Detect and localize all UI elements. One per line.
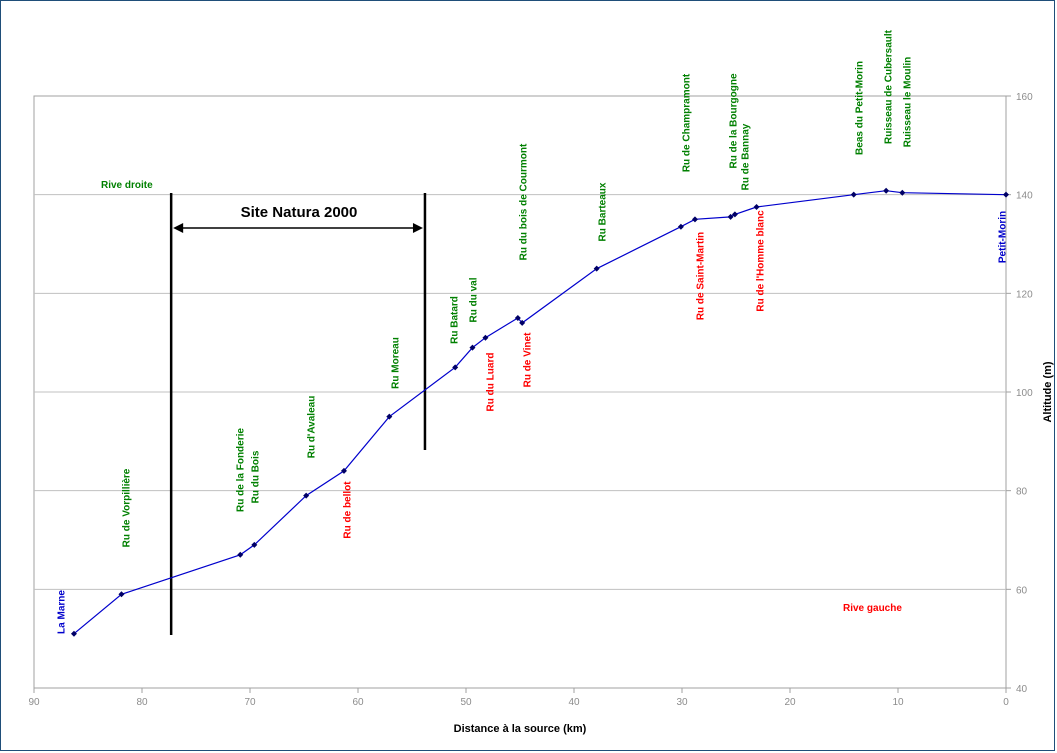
tributary-label: La Marne bbox=[57, 590, 68, 634]
data-point bbox=[452, 364, 459, 371]
y-tick-label: 120 bbox=[1016, 289, 1033, 300]
data-point bbox=[469, 344, 476, 351]
tributary-annotations: La Marne Ru de Vorpillière Ru de la Fonder… bbox=[57, 29, 1009, 634]
x-tick-label: 70 bbox=[244, 697, 256, 708]
x-axis-ticks: 90 80 70 60 50 40 30 20 10 0 bbox=[28, 688, 1009, 708]
gridlines bbox=[34, 194, 1006, 590]
data-point bbox=[386, 413, 393, 420]
data-point bbox=[731, 211, 738, 218]
x-tick-label: 0 bbox=[1003, 697, 1009, 708]
altitude-line bbox=[73, 190, 1007, 635]
tributary-label: Ru de Vorpillière bbox=[122, 468, 133, 547]
data-point bbox=[237, 551, 244, 558]
x-tick-label: 90 bbox=[28, 697, 40, 708]
x-tick-label: 10 bbox=[892, 697, 904, 708]
altitude-series bbox=[70, 187, 1009, 637]
tributary-label: Ru du Luard bbox=[486, 353, 497, 412]
x-tick-label: 30 bbox=[676, 697, 688, 708]
natura-arrow-right bbox=[412, 223, 423, 233]
tributary-label: Ru Moreau bbox=[391, 337, 402, 389]
tributary-label: Ru du bois de Courmont bbox=[519, 143, 530, 260]
data-point bbox=[727, 213, 734, 220]
x-tick-label: 80 bbox=[136, 697, 148, 708]
tributary-label: Ru de Vinet bbox=[523, 332, 534, 387]
tributary-label: Ru de Champramont bbox=[682, 73, 693, 172]
y-tick-label: 80 bbox=[1016, 487, 1028, 498]
tributary-label: Ru d'Avaleau bbox=[307, 396, 318, 459]
tributary-label: Ru de bellot bbox=[343, 481, 354, 539]
tributary-label: Ru du val bbox=[469, 277, 480, 322]
y-axis-ticks: 40 60 80 100 120 140 160 bbox=[1006, 92, 1033, 695]
x-tick-label: 20 bbox=[784, 697, 796, 708]
data-point bbox=[340, 467, 347, 474]
data-point bbox=[303, 492, 310, 499]
natura-arrow-left bbox=[173, 223, 184, 233]
rive-droite-label: Rive droite bbox=[101, 180, 153, 191]
y-axis-title: Altitude (m) bbox=[1042, 361, 1054, 422]
x-tick-label: 40 bbox=[568, 697, 580, 708]
data-point bbox=[753, 204, 760, 210]
tributary-label: Beas du Petit-Morin bbox=[855, 61, 866, 155]
data-point bbox=[899, 189, 906, 196]
tributary-label: Ru de l'Homme blanc bbox=[756, 210, 767, 312]
data-point bbox=[514, 315, 521, 321]
tributary-label: Ru de la Bourgogne bbox=[729, 73, 740, 168]
tributary-label: Ruisseau le Moulin bbox=[903, 57, 914, 148]
y-tick-label: 40 bbox=[1016, 684, 1028, 695]
tributary-label: Petit-Morin bbox=[998, 211, 1009, 263]
site-natura-label: Site Natura 2000 bbox=[241, 204, 358, 221]
data-point bbox=[482, 334, 489, 341]
y-tick-label: 160 bbox=[1016, 92, 1033, 103]
tributary-label: Ruisseau de Cubersault bbox=[884, 29, 895, 144]
data-point bbox=[883, 187, 890, 194]
y-tick-label: 60 bbox=[1016, 585, 1028, 596]
site-natura-2000 bbox=[169, 193, 427, 635]
tributary-label: Ru Barteaux bbox=[598, 182, 609, 241]
data-point bbox=[593, 265, 600, 272]
tributary-label: Ru Batard bbox=[450, 296, 461, 344]
data-point bbox=[691, 216, 698, 223]
tributary-label: Ru de Bannay bbox=[741, 123, 752, 190]
x-tick-label: 50 bbox=[460, 697, 472, 708]
tributary-label: Ru de Saint-Martin bbox=[696, 232, 707, 320]
data-point bbox=[519, 319, 526, 326]
data-point bbox=[850, 191, 857, 198]
tributary-label: Ru du Bois bbox=[251, 450, 262, 503]
data-point bbox=[677, 223, 684, 230]
x-axis-title: Distance à la source (km) bbox=[454, 723, 587, 735]
data-point bbox=[1003, 191, 1009, 198]
tributary-label: Ru de la Fonderie bbox=[236, 428, 247, 512]
rive-gauche-label: Rive gauche bbox=[843, 603, 902, 614]
data-point bbox=[251, 541, 258, 548]
data-point bbox=[70, 630, 77, 637]
x-tick-label: 60 bbox=[352, 697, 364, 708]
y-tick-label: 100 bbox=[1016, 388, 1033, 399]
data-point bbox=[118, 591, 125, 598]
y-tick-label: 140 bbox=[1016, 191, 1033, 202]
